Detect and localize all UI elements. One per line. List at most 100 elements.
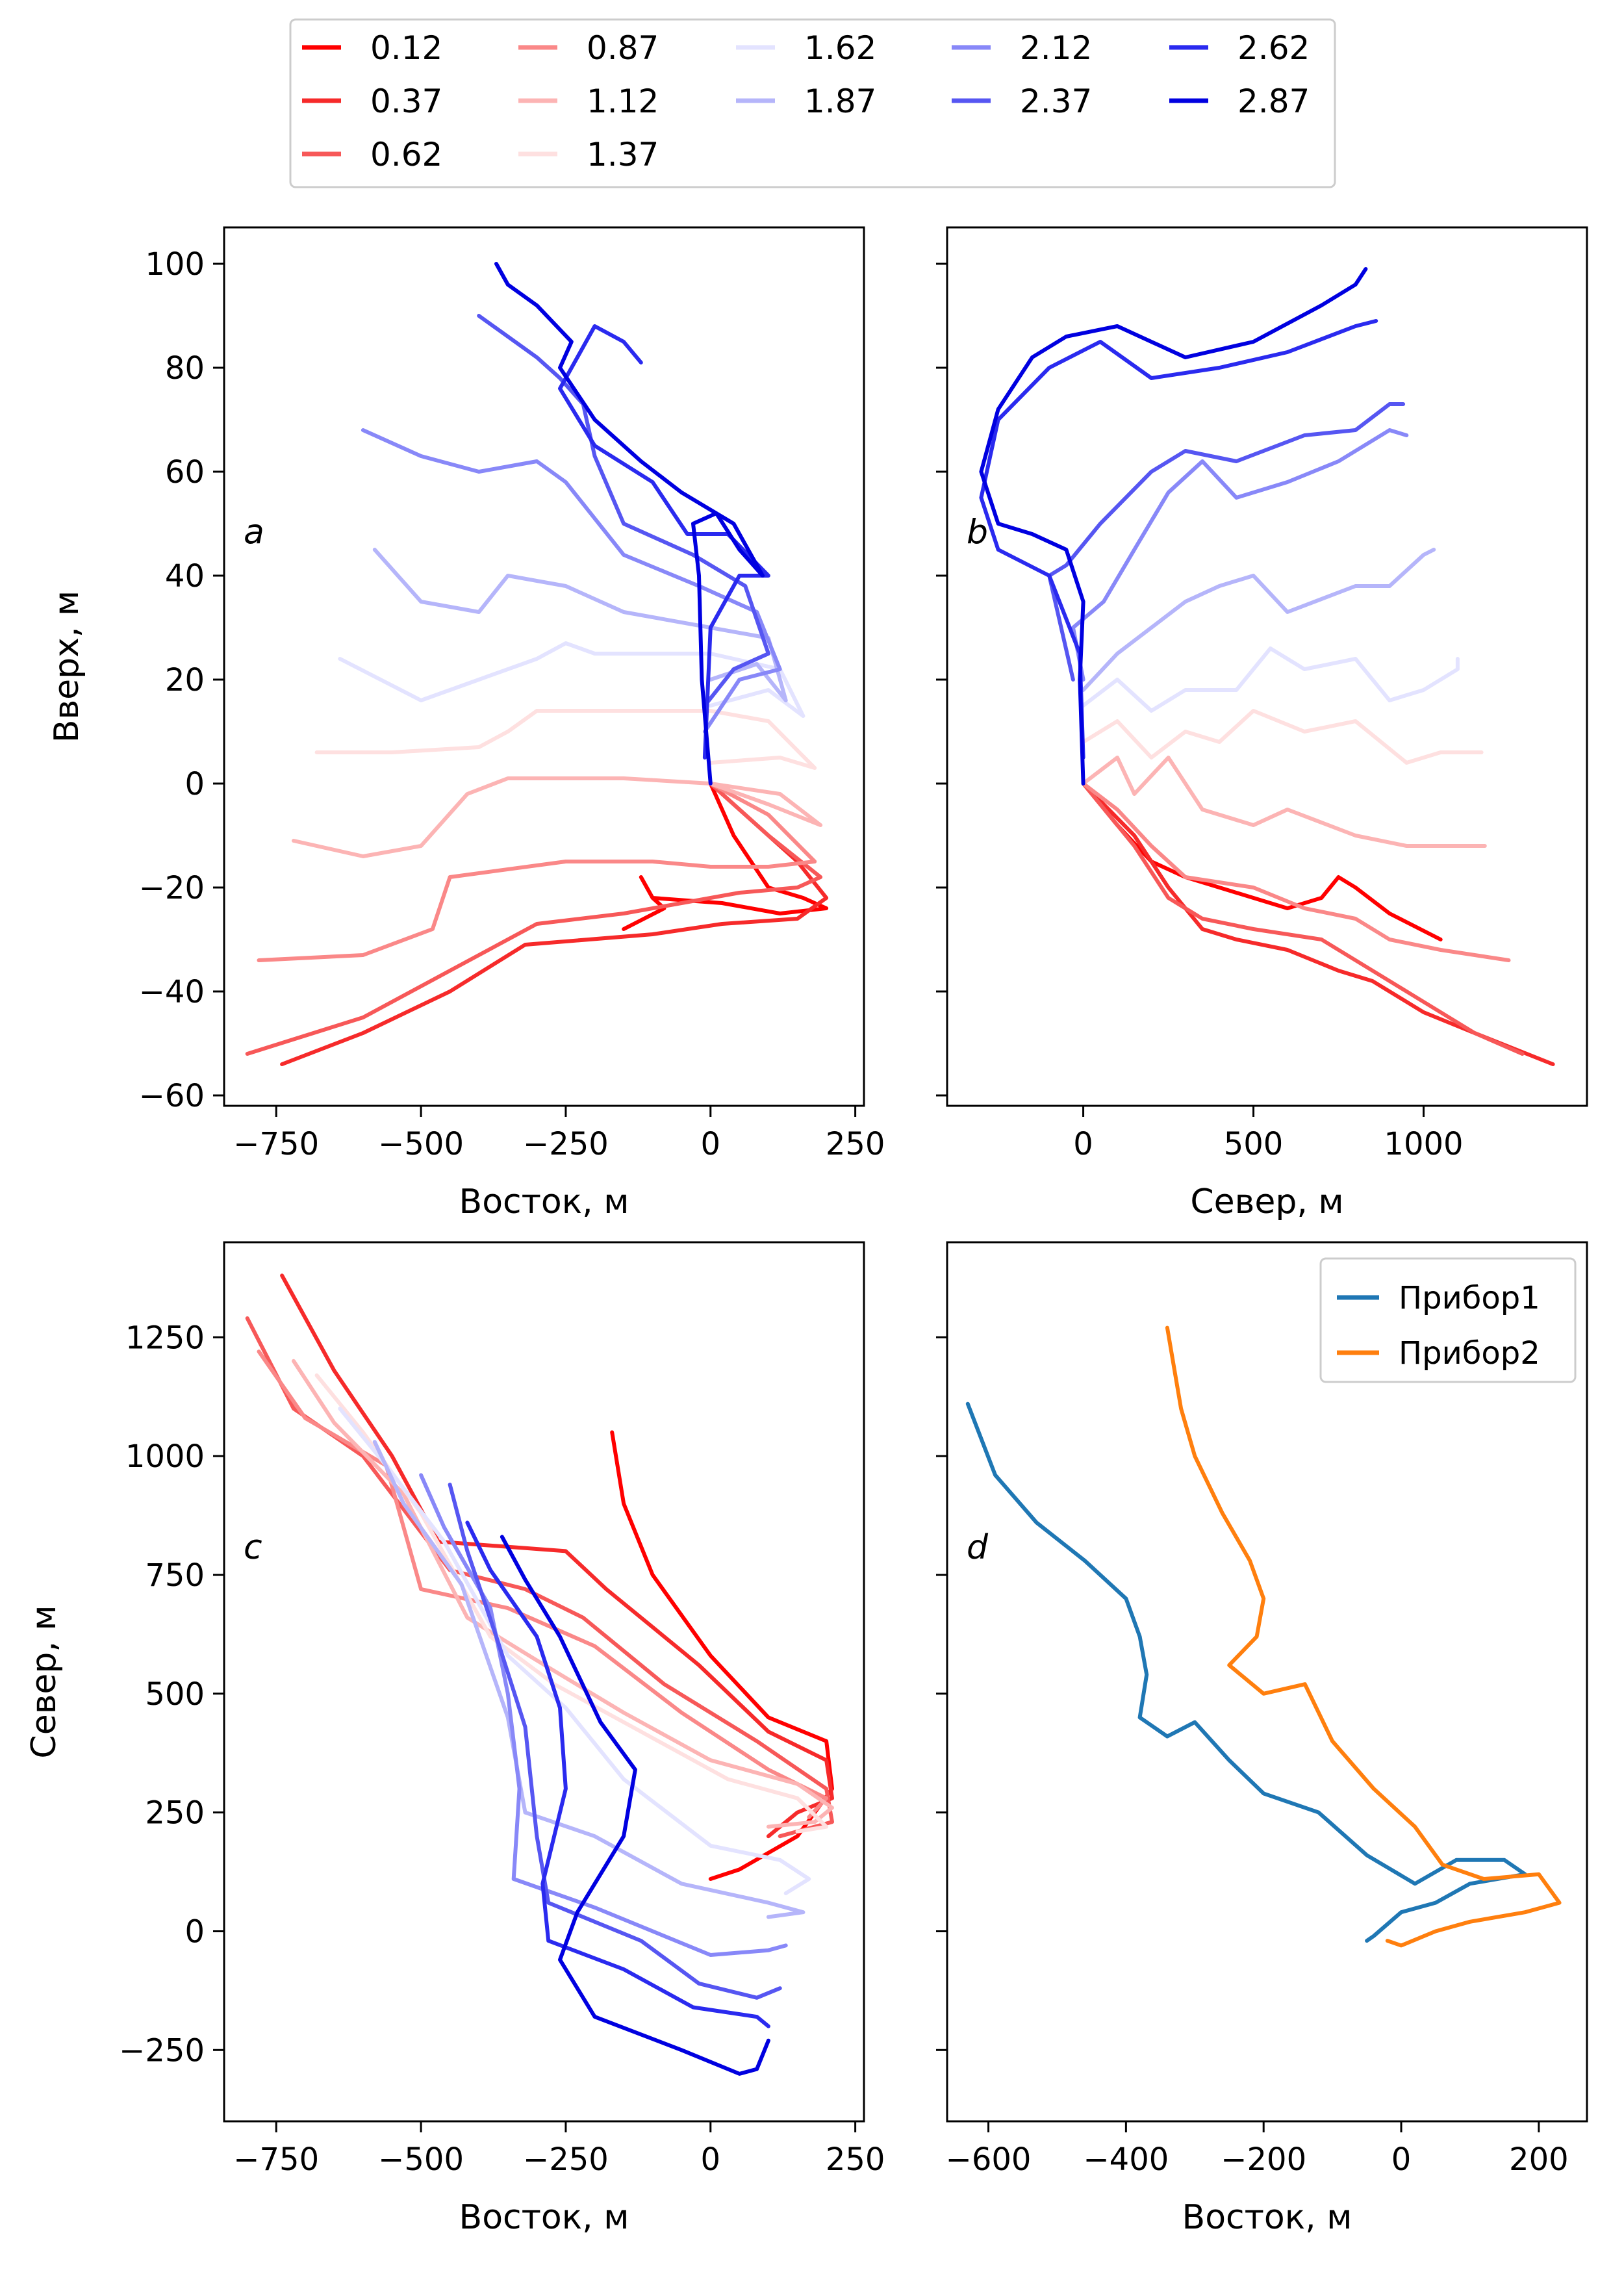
y-tick-label: 60: [165, 454, 205, 491]
x-axis-label: Восток, м: [1182, 2198, 1352, 2237]
x-tick-label: −500: [378, 1126, 464, 1162]
top-legend: 0.12 0.37 0.62 0.87 1.12 1.37 1.62 1.87 2.12 2.37…: [289, 18, 1336, 188]
legend-label: 2.87: [1237, 83, 1310, 120]
panel-letter: a: [244, 513, 264, 552]
legend-item: 2.37: [952, 83, 1092, 120]
series-line: [558, 324, 770, 760]
y-tick-label: 1250: [125, 1320, 205, 1356]
y-tick-label: 1000: [125, 1438, 205, 1475]
y-tick-label: −20: [139, 870, 205, 906]
legend-item: 0.87: [518, 29, 659, 67]
y-axis-label: Вверх, м: [47, 591, 86, 743]
series-line: [257, 782, 817, 962]
x-tick-label: −250: [523, 1126, 609, 1162]
legend-item: 2.87: [1169, 83, 1310, 120]
x-axis-label: Восток, м: [459, 2198, 629, 2237]
y-axis-label: Север, м: [25, 1605, 64, 1758]
series-line: [448, 1483, 782, 2000]
legend-label: 1.37: [587, 136, 659, 173]
x-tick-label: 0: [1391, 2141, 1412, 2178]
series-line: [1071, 428, 1409, 682]
legend-item: 1.12: [518, 83, 659, 120]
panels: −750 −500 −250 0 250−60−40−20020406080100Вос…: [25, 226, 1588, 2237]
legend-item: 0.37: [302, 83, 442, 120]
x-tick-label: 0: [701, 1126, 721, 1162]
plot-frame: [223, 226, 865, 1107]
legend-item: 0.62: [302, 136, 442, 173]
legend-item: 1.37: [518, 136, 659, 173]
series-line: [494, 262, 765, 786]
x-tick-label: −750: [233, 2141, 319, 2178]
series-line: [338, 1407, 811, 1895]
series-line: [979, 319, 1378, 760]
series-line: [1081, 646, 1460, 713]
panel-legend-label: Прибор2: [1399, 1335, 1540, 1372]
series-line: [610, 1430, 834, 1881]
legend-label: 0.12: [370, 29, 442, 67]
series-line: [979, 267, 1368, 786]
y-tick-label: −250: [119, 2032, 205, 2069]
series-line: [1081, 782, 1555, 1066]
x-tick-label: 1000: [1384, 1126, 1463, 1162]
plot-frame: [946, 1241, 1588, 2123]
legend-label: 1.62: [804, 29, 876, 67]
y-tick-label: 40: [165, 558, 205, 594]
x-axis-label: Север, м: [1190, 1182, 1343, 1221]
x-tick-label: −500: [378, 2141, 464, 2178]
x-tick-label: −600: [946, 2141, 1032, 2178]
x-tick-label: 0: [1073, 1126, 1093, 1162]
y-tick-label: 100: [145, 246, 205, 283]
legend-label: 0.37: [370, 83, 442, 120]
x-tick-label: 250: [826, 1126, 885, 1162]
series-line: [361, 428, 782, 734]
y-tick-label: 0: [184, 766, 205, 802]
y-tick-label: 500: [145, 1676, 205, 1713]
series-line: [500, 1535, 770, 2076]
series-group: [979, 267, 1555, 1066]
plot-frame: [946, 226, 1588, 1107]
panel-letter: d: [967, 1528, 989, 1567]
legend-item: 1.87: [736, 83, 876, 120]
legend-label: 0.87: [587, 29, 659, 67]
series-line: [292, 1359, 834, 1829]
series-line: [338, 641, 806, 718]
x-tick-label: −750: [233, 1126, 319, 1162]
series-line: [622, 782, 829, 931]
y-tick-label: −40: [139, 974, 205, 1010]
panel-legend-frame: [1319, 1257, 1577, 1383]
y-tick-label: 80: [165, 350, 205, 387]
x-tick-label: 250: [826, 2141, 885, 2178]
series-line: [1081, 782, 1511, 962]
panel-legend: Прибор1 Прибор2: [1319, 1257, 1577, 1383]
series-line-Прибор2: [1165, 1325, 1562, 1948]
series-line-Прибор1: [965, 1401, 1527, 1943]
series-line: [292, 776, 823, 858]
series-line: [465, 1520, 770, 2028]
x-tick-label: 500: [1224, 1126, 1284, 1162]
plot-frame: [223, 1241, 865, 2123]
series-line: [372, 1440, 806, 1919]
legend-item: 2.62: [1169, 29, 1310, 67]
series-line: [1081, 756, 1487, 848]
series-group: [245, 1273, 834, 2076]
x-tick-label: −200: [1221, 2141, 1306, 2178]
legend-label: 2.37: [1020, 83, 1092, 120]
legend-item: 0.12: [302, 29, 442, 67]
y-tick-label: 250: [145, 1795, 205, 1832]
legend-label: 2.62: [1237, 29, 1310, 67]
y-tick-label: 0: [184, 1913, 205, 1950]
legend-label: 1.12: [587, 83, 659, 120]
y-tick-label: 20: [165, 662, 205, 698]
panel-a: −750 −500 −250 0 250 −60 −40 −20 0 20 40 60 80 100 Вос…: [47, 226, 885, 1221]
x-tick-label: −400: [1083, 2141, 1169, 2178]
legend-label: 1.87: [804, 83, 876, 120]
panel-d: −600 −400 −200 0 200 Восток, м d Прибор1 Прибор2: [936, 1241, 1588, 2237]
series-line: [1081, 548, 1436, 692]
x-tick-label: 200: [1509, 2141, 1569, 2178]
panel-b: 0 500 1000 Север, м b: [936, 226, 1588, 1221]
y-tick-label: −60: [139, 1078, 205, 1114]
series-group: [965, 1325, 1562, 1948]
series-group: [245, 262, 829, 1066]
x-tick-label: 0: [701, 2141, 721, 2178]
